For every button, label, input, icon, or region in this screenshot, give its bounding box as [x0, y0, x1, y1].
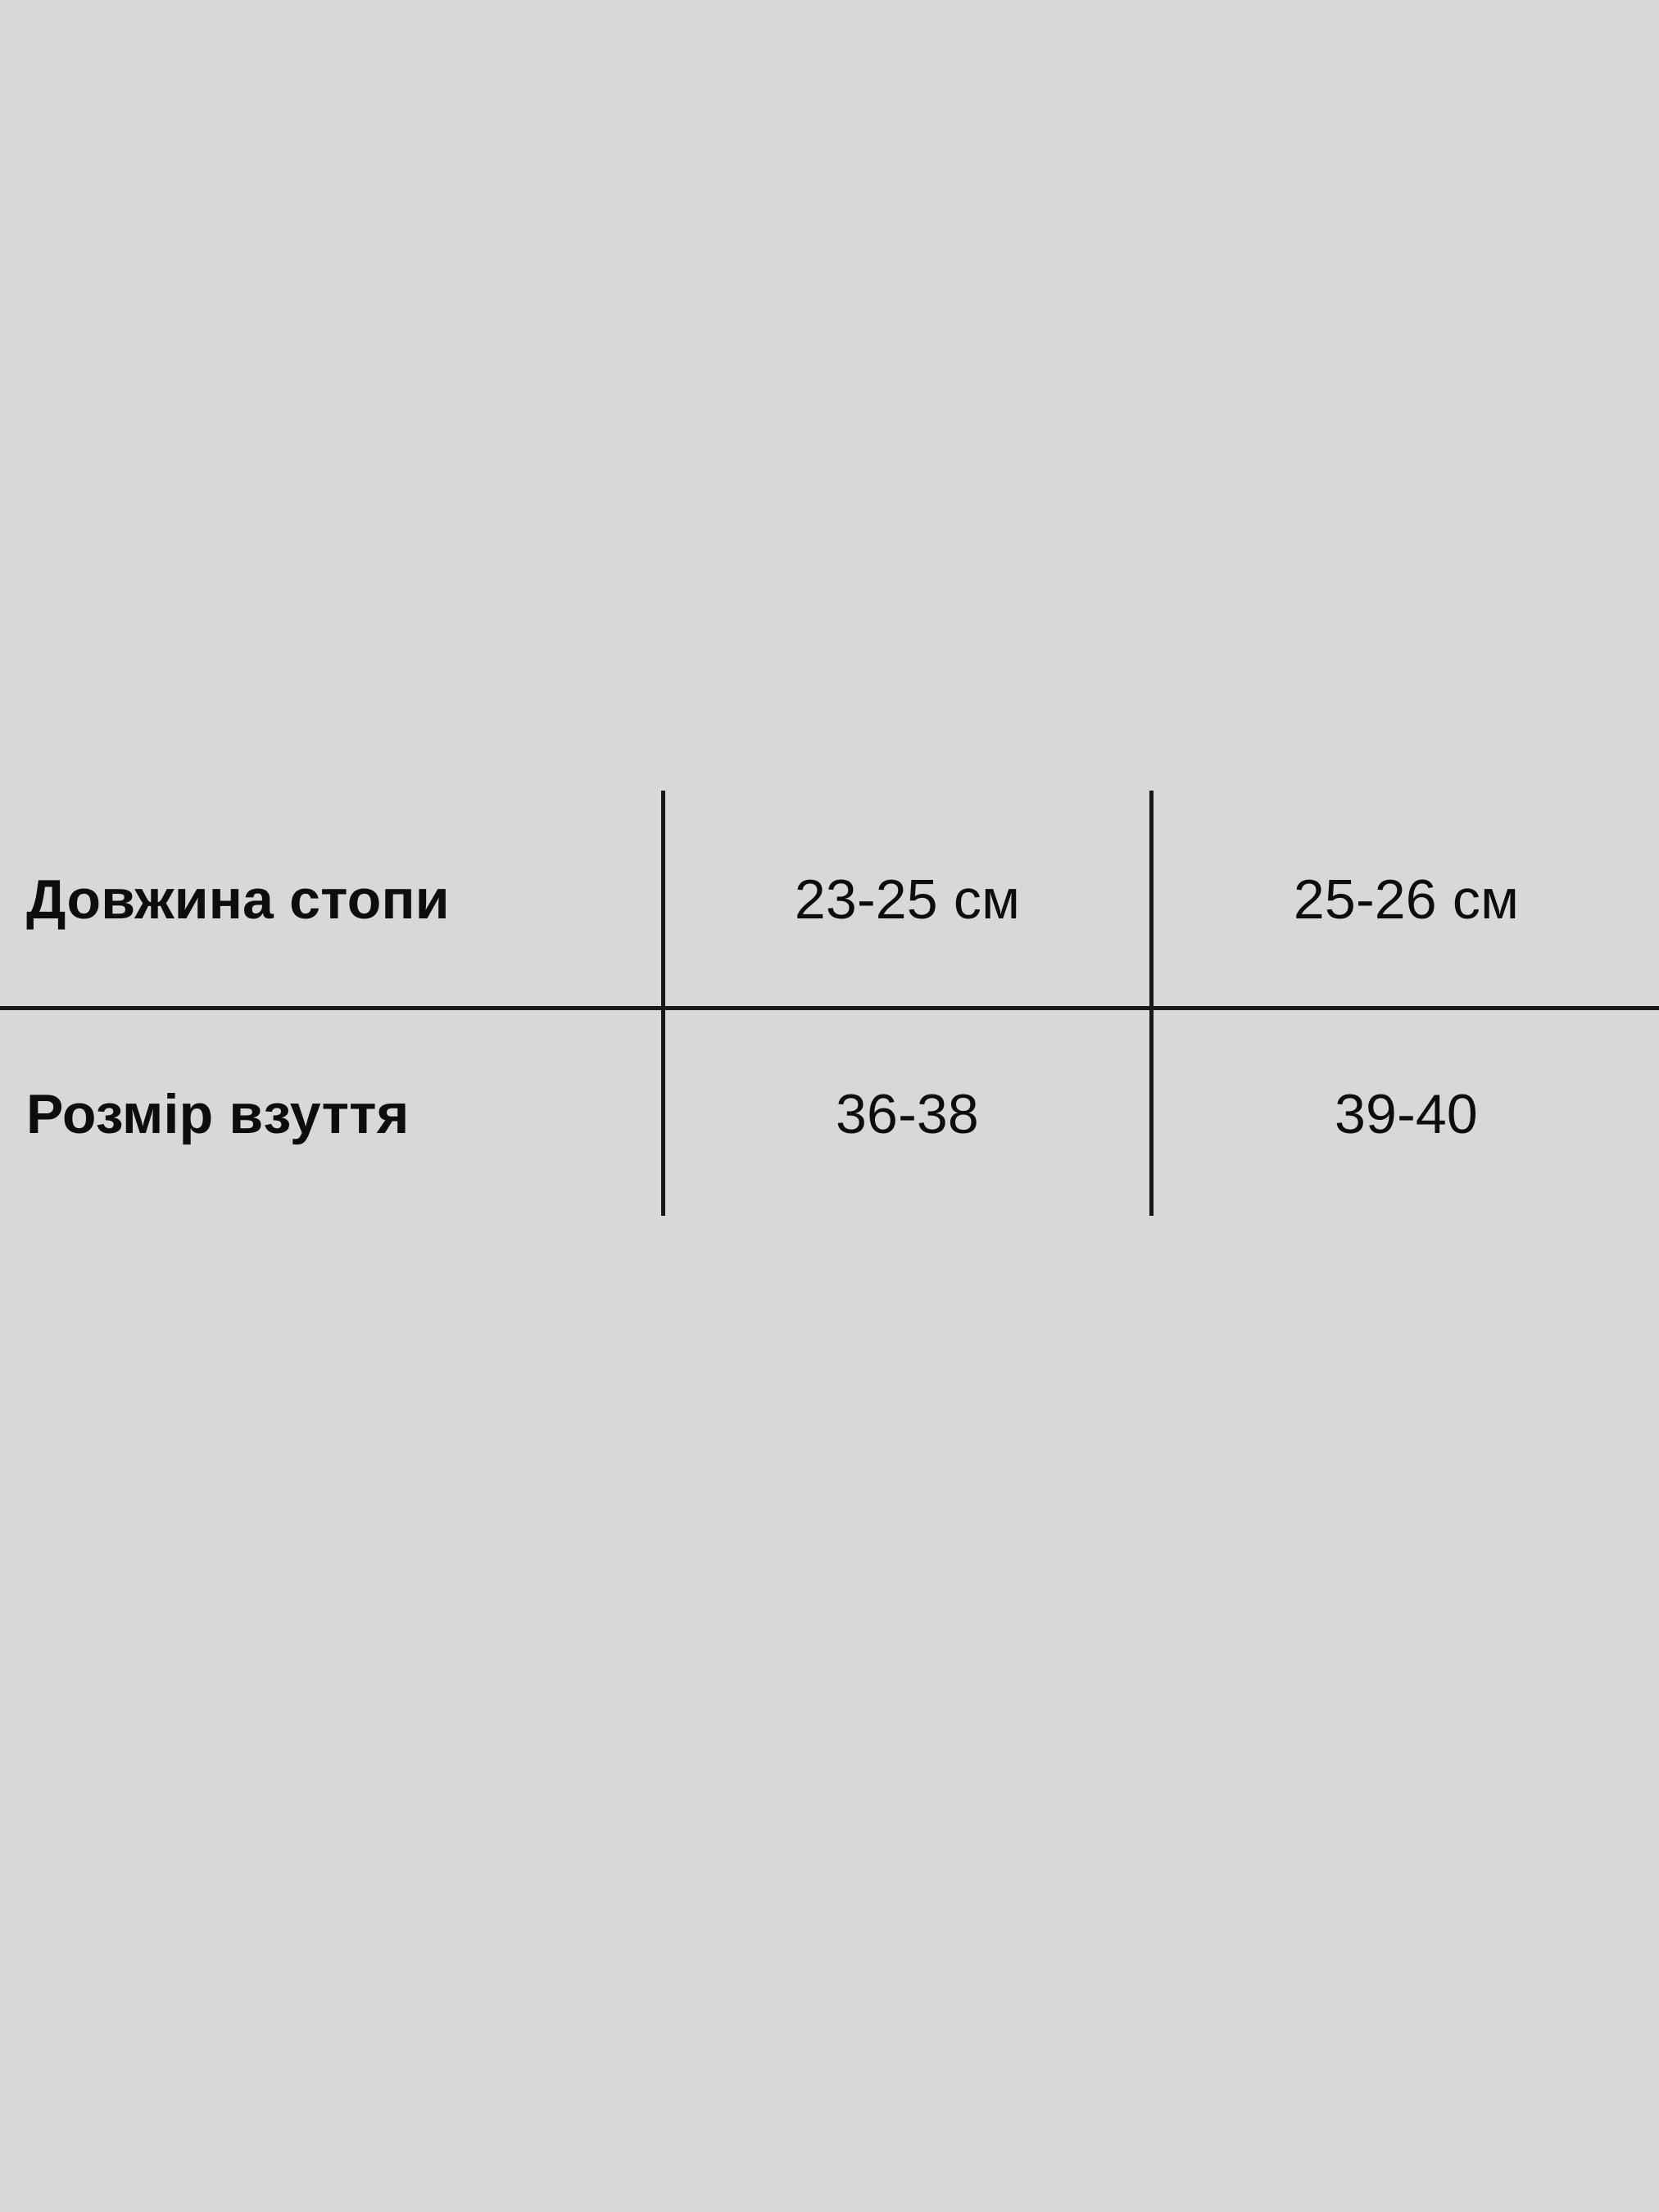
cell-value: 36-38 — [836, 1083, 979, 1145]
table-cell-shoe-size-col2: 39-40 — [1154, 1016, 1659, 1213]
row-header-label: Довжина стопи — [26, 868, 450, 931]
cell-value: 39-40 — [1335, 1083, 1478, 1145]
table-cell-foot-length-col1: 23-25 см — [665, 801, 1149, 998]
row-header-label: Розмір взуття — [26, 1083, 410, 1145]
table-row-header-shoe-size: Розмір взуття — [0, 1016, 661, 1213]
size-chart-table: Довжина стопи 23-25 см 25-26 см Розмір в… — [0, 770, 1659, 1229]
table-row-divider — [0, 1006, 1659, 1010]
table-cell-foot-length-col2: 25-26 см — [1154, 801, 1659, 998]
table-column-divider-2 — [1149, 791, 1154, 1216]
table-row-header-foot-length: Довжина стопи — [0, 801, 661, 998]
table-cell-shoe-size-col1: 36-38 — [665, 1016, 1149, 1213]
table-column-divider-1 — [661, 791, 665, 1216]
cell-value: 23-25 см — [794, 868, 1021, 931]
cell-value: 25-26 см — [1293, 868, 1520, 931]
